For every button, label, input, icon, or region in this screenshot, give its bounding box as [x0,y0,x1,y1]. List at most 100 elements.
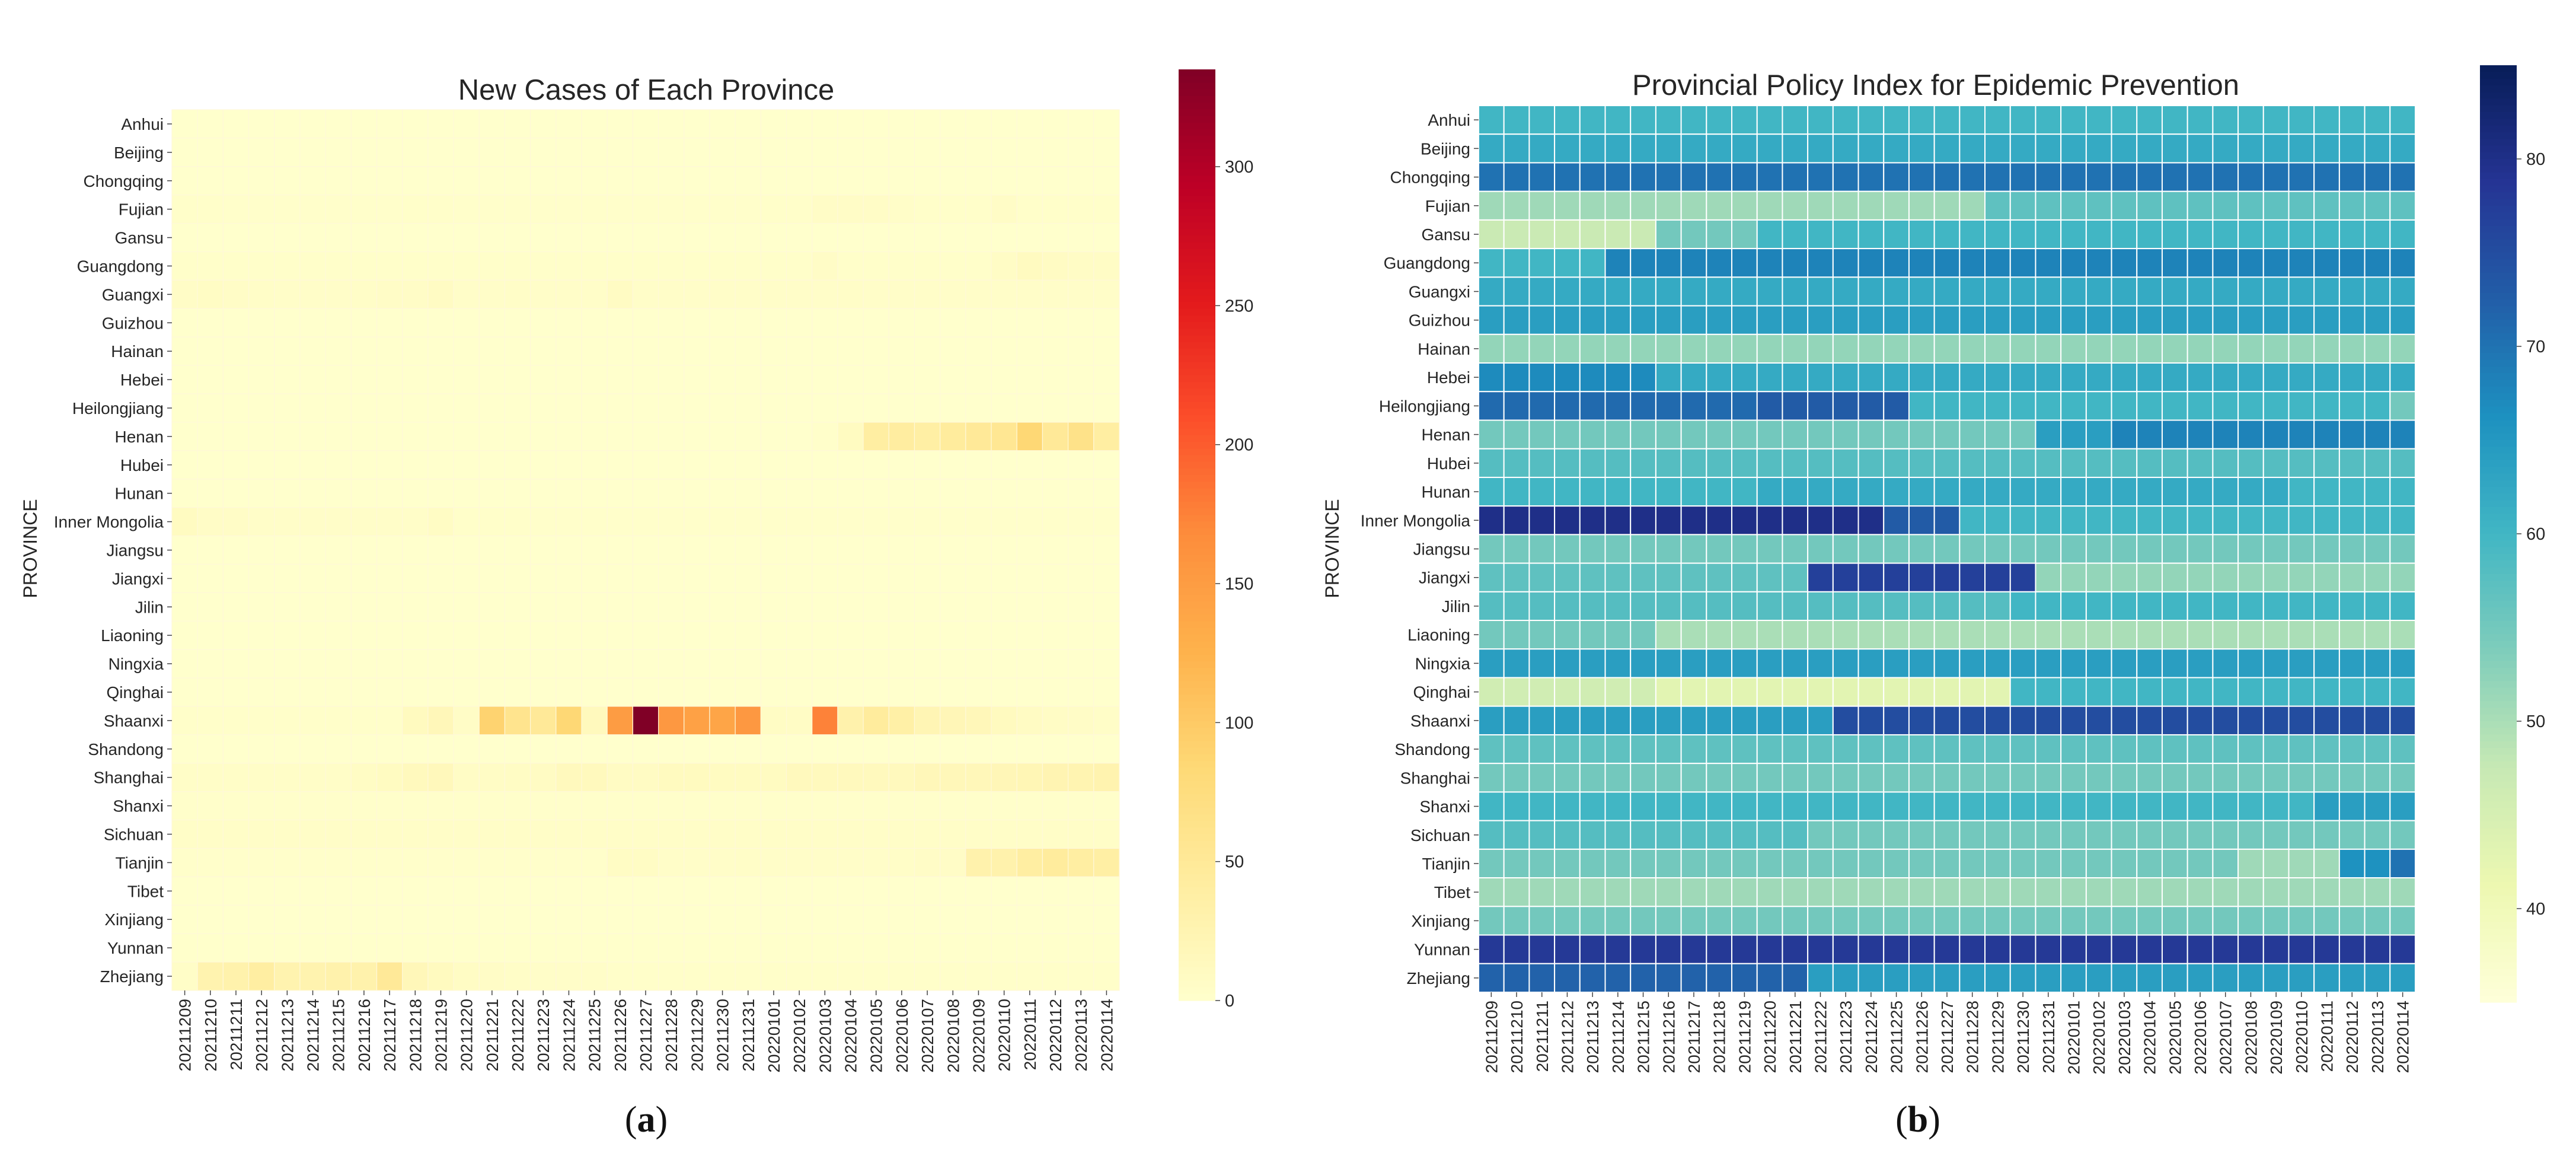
heatmap-cell [1630,190,1656,221]
heatmap-cell [581,649,608,678]
heatmap-cell [556,904,582,934]
heatmap-cell [1756,276,1783,307]
heatmap-cell [504,507,531,537]
heatmap-cell [1478,391,1505,421]
heatmap-cell [1630,105,1656,135]
heatmap-cell [607,479,634,508]
heatmap-cell [478,109,506,139]
colorbar-segment [2480,901,2517,909]
heatmap-cell [1068,649,1094,678]
heatmap-cell [1908,190,1935,221]
colorbar-segment [2480,85,2517,93]
heatmap-cell [991,848,1017,877]
heatmap-cell [171,308,198,337]
colorbar-segment [2480,98,2517,106]
panel-a-y-axis-label: PROVINCE [20,499,41,598]
heatmap-cell [940,535,966,565]
colorbar-segment [1179,262,1215,270]
heatmap-cell [837,479,864,508]
heatmap-cell [991,649,1017,678]
heatmap-cell [735,223,761,253]
colorbar-segment [2480,259,2517,267]
heatmap-cell [222,791,250,821]
heatmap-cell [2237,505,2264,536]
heatmap-cell [1933,333,1961,364]
heatmap-cell [1655,162,1682,192]
heatmap-cell [556,933,582,963]
heatmap-cell [2288,391,2315,421]
heatmap-cell [1706,677,1733,707]
heatmap-cell [657,563,685,593]
heatmap-cell [760,109,787,139]
heatmap-cell [1604,476,1632,507]
heatmap-cell [402,649,429,678]
heatmap-cell [2262,105,2290,135]
colorbar-segment [1179,402,1215,409]
heatmap-cell [350,223,378,253]
heatmap-cell [2288,906,2315,936]
heatmap-cell [478,592,506,622]
heatmap-cell [1604,391,1632,421]
heatmap-cell [1933,276,1961,307]
heatmap-cell [1706,505,1733,536]
colorbar-segment [1179,648,1215,655]
heatmap-cell [2186,362,2214,393]
heatmap-cell [965,592,992,622]
colorbar-segment [2480,272,2517,280]
heatmap-cell [735,336,761,366]
heatmap-cell [402,308,429,337]
heatmap-cell [940,251,966,281]
heatmap-cell [2161,219,2188,250]
heatmap-cell [350,677,378,707]
colorbar-segment [2480,661,2517,668]
heatmap-cell [1093,422,1120,451]
heatmap-cell [1756,248,1783,278]
heatmap-cell [1604,648,1632,678]
colorbar-tick-label: 50 [2526,712,2545,731]
heatmap-cell [1579,734,1606,764]
colorbar-segment [1179,521,1215,529]
heatmap-cell [1068,763,1094,792]
heatmap-cell [222,308,250,337]
heatmap-cell [965,563,992,593]
heatmap-cell [1756,305,1783,335]
heatmap-cell [1908,276,1935,307]
heatmap-cell [222,507,250,537]
heatmap-cell [1478,620,1505,650]
heatmap-cell [760,422,787,451]
heatmap-cell [940,507,966,537]
heatmap-cell [657,251,685,281]
heatmap-cell [478,876,506,906]
heatmap-cell [2212,677,2239,707]
heatmap-cell [2009,305,2036,335]
heatmap-cell [2364,476,2391,507]
x-tick-label: 20211214 [304,999,323,1072]
heatmap-cell [1933,133,1961,164]
heatmap-cell [2085,763,2112,793]
heatmap-cell [1883,562,1910,592]
heatmap-cell [2338,362,2366,393]
heatmap-cell [376,819,403,849]
heatmap-cell [325,933,352,963]
heatmap-cell [1579,591,1606,622]
heatmap-cell [1857,963,1885,993]
heatmap-cell [1883,848,1910,879]
heatmap-cell [914,195,941,224]
heatmap-cell [274,535,301,565]
heatmap-cell [581,876,608,906]
y-tick-label: Jiangsu [106,541,164,560]
heatmap-cell [1042,592,1069,622]
heatmap-cell [1731,705,1758,735]
heatmap-cell [760,961,787,991]
heatmap-cell [1756,934,1783,964]
y-tick-label: Yunnan [1414,941,1470,959]
heatmap-cell [632,251,659,281]
colorbar-segment [1179,894,1215,901]
heatmap-cell [2212,791,2239,821]
x-tick-label: 20211221 [483,999,502,1072]
heatmap-cell [350,279,378,309]
heatmap-cell [760,535,787,565]
heatmap-cell [1630,791,1656,821]
heatmap-cell [1807,820,1834,850]
x-tick-label: 20211224 [560,999,578,1072]
